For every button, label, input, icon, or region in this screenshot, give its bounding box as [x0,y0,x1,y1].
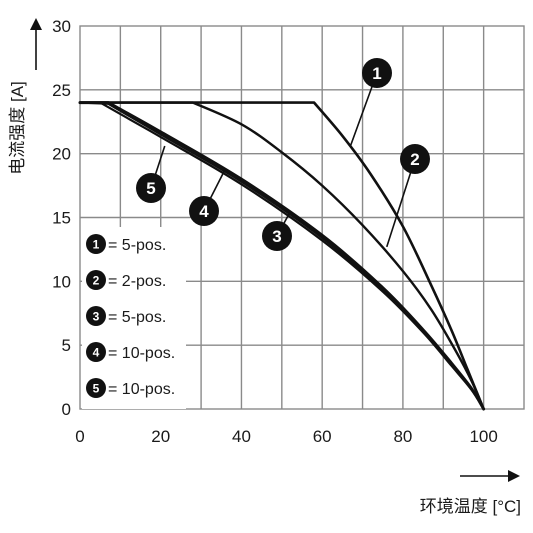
y-tick-label: 0 [62,400,71,419]
axis-titles: 电流强度 [A] 环境温度 [°C] [8,18,521,516]
callout-number-5: 5 [146,179,155,198]
x-tick-label: 80 [393,427,412,446]
legend-label-5: = 10-pos. [108,381,175,398]
legend-number-2: 2 [93,274,100,288]
callout-number-4: 4 [199,202,209,221]
callout-number-1: 1 [372,64,381,83]
legend-label-2: = 2-pos. [108,273,166,290]
y-tick-label: 30 [52,17,71,36]
callout-badge-5 [136,173,166,203]
y-tick-label: 5 [62,336,71,355]
curve-5 [78,101,485,411]
callout-number-3: 3 [272,227,281,246]
y-axis-title: 电流强度 [A] [8,81,27,175]
legend-number-1: 1 [93,238,100,252]
legend-badge-5 [86,378,106,398]
legend-badge-1 [86,234,106,254]
legend: 1 = 5-pos. 2 = 2-pos. 3 = 5-pos. 4 = 10-pos. 5 = … [82,227,186,409]
plot-frame [79,25,525,410]
curve-1 [78,101,485,411]
y-tick-label: 20 [52,145,71,164]
x-tick-label: 100 [469,427,497,446]
x-axis-arrowhead-icon [508,470,520,482]
x-tick-label: 40 [232,427,251,446]
x-tick-label: 60 [313,427,332,446]
callout-number-2: 2 [410,150,419,169]
legend-label-3: = 5-pos. [108,309,166,326]
legend-number-4: 4 [93,346,100,360]
y-tick-label: 25 [52,81,71,100]
legend-number-5: 5 [93,382,100,396]
y-tick-label: 15 [52,209,71,228]
callout-leader-2 [386,158,416,248]
curve-2 [78,101,485,411]
curves [78,101,486,411]
callout-badge-4 [189,196,219,226]
curve-callouts: 1 2 3 4 5 [136,58,430,251]
y-axis-arrowhead-icon [30,18,42,30]
legend-badge-3 [86,306,106,326]
legend-label-1: = 5-pos. [108,237,166,254]
callout-badge-2 [400,144,430,174]
x-axis-title: 环境温度 [°C] [420,497,521,516]
callout-badge-3 [262,221,292,251]
x-tick-label: 20 [151,427,170,446]
legend-label-4: = 10-pos. [108,345,175,362]
y-tick-label: 10 [52,272,71,291]
callout-badge-1 [362,58,392,88]
x-tick-label: 0 [75,427,84,446]
legend-number-3: 3 [93,310,100,324]
legend-badge-2 [86,270,106,290]
legend-badge-4 [86,342,106,362]
